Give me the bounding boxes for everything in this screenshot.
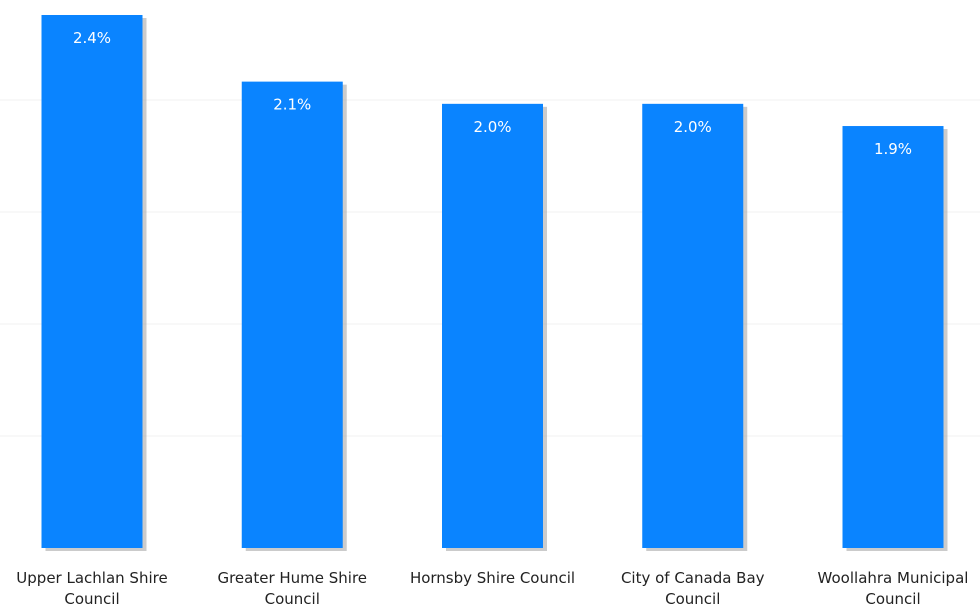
category-label-line: Council [64, 590, 119, 607]
category-label-line: Council [265, 590, 320, 607]
data-labels: 2.4% 2.1% 2.0% 2.0% 1.9% [73, 29, 912, 158]
bar [41, 15, 143, 548]
bars [41, 15, 948, 551]
category-label-line: Council [865, 590, 920, 607]
bar [642, 103, 744, 548]
data-label: 1.9% [874, 140, 912, 158]
bar [842, 126, 944, 549]
category-label-line: Greater Hume Shire [217, 569, 367, 587]
category-label-line: City of Canada Bay [621, 569, 765, 587]
category-label: Upper Lachlan Shire Council [16, 569, 167, 607]
category-label-line: Woollahra Municipal [818, 569, 969, 587]
category-label: Hornsby Shire Council [410, 569, 575, 587]
category-label-line: Hornsby Shire Council [410, 569, 575, 587]
data-label: 2.0% [674, 118, 712, 136]
data-label: 2.0% [473, 118, 511, 136]
category-label-line: Upper Lachlan Shire [16, 569, 167, 587]
bar [442, 103, 543, 548]
category-label: Greater Hume Shire Council [217, 569, 367, 607]
data-label: 2.1% [273, 96, 311, 114]
data-label: 2.4% [73, 29, 111, 47]
category-label: City of Canada Bay Council [621, 569, 765, 607]
category-label: Woollahra Municipal Council [818, 569, 969, 607]
category-label-line: Council [665, 590, 720, 607]
bar [241, 81, 343, 548]
